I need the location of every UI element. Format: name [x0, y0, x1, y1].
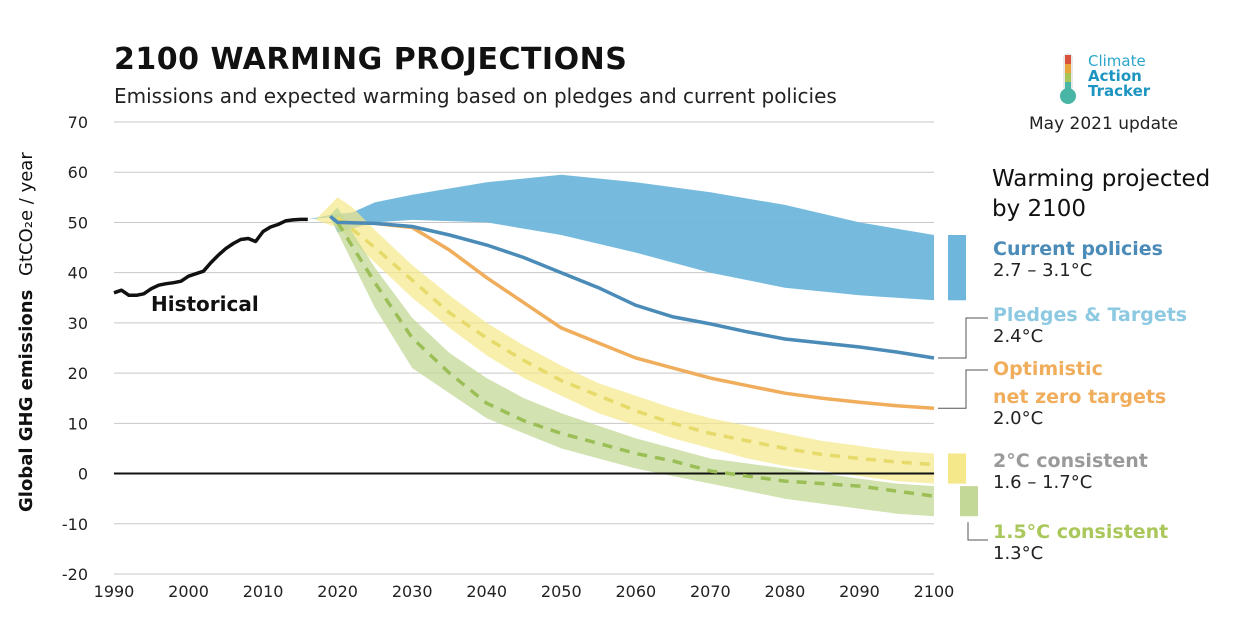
logo-line-3: Tracker [1088, 82, 1151, 100]
two-c-band [315, 197, 934, 484]
logo-wordmark: Climate Action Tracker [1088, 54, 1150, 99]
legend-optimistic-name-2: net zero targets [993, 386, 1167, 408]
y-tick-label: -10 [62, 515, 88, 534]
pledges-line [329, 215, 935, 360]
pledges-leader-line [938, 317, 988, 359]
y-tick-label: 70 [68, 113, 88, 132]
legend-current-policies-value: 2.7 – 3.1°C [993, 260, 1093, 281]
x-tick-label: 2050 [541, 582, 582, 601]
y-tick-label: 10 [68, 414, 88, 433]
thermometer-icon [1060, 53, 1076, 104]
x-tick-label: 2000 [168, 582, 209, 601]
legend-pledges: Pledges & Targets 2.4°C [993, 304, 1187, 347]
update-date: May 2021 update [1029, 114, 1179, 134]
x-tick-label: 2080 [765, 582, 806, 601]
legend-current-policies-name: Current policies [993, 238, 1163, 260]
legend-optimistic-value: 2.0°C [993, 408, 1044, 429]
current-policies-range-bar [948, 235, 966, 301]
y-tick-label: 40 [68, 264, 88, 283]
current-policies-band [307, 174, 934, 301]
one-five-c-range-bar [960, 486, 978, 517]
historical-line [113, 217, 308, 298]
y-tick-label: 20 [68, 364, 88, 383]
two-c-range-bar [948, 453, 966, 484]
legend-2c: 2°C consistent 1.6 – 1.7°C [993, 450, 1148, 493]
one-five-c-leader-line [967, 522, 988, 541]
y-tick-label: -20 [62, 565, 88, 584]
legend-pledges-name: Pledges & Targets [993, 304, 1188, 326]
x-tick-label: 2010 [243, 582, 284, 601]
y-tick-label: 30 [68, 314, 88, 333]
legend-marks [938, 235, 988, 541]
cat-logo: Climate Action Tracker [1054, 50, 1184, 110]
legend-1-5c-name: 1.5°C consistent [993, 521, 1169, 543]
y-tick-label: 60 [68, 163, 88, 182]
one-five-c-band [330, 207, 934, 517]
y-tick-label: 50 [68, 213, 88, 232]
x-tick-label: 1990 [94, 582, 135, 601]
two-c-median-line [336, 216, 935, 467]
optimistic-line [337, 220, 935, 411]
chart-title: 2100 WARMING PROJECTIONS [114, 42, 628, 77]
logo-line-2: Action [1088, 67, 1142, 85]
legend-1-5c: 1.5°C consistent 1.3°C [993, 521, 1168, 564]
x-tick-label: 2060 [615, 582, 656, 601]
one-five-c-median-line [336, 221, 935, 498]
legend-heading-text: Warming projected by 2100 [992, 166, 1211, 222]
legend-pledges-value: 2.4°C [993, 326, 1044, 347]
legend-heading: Warming projected by 2100 [992, 164, 1242, 224]
chart-subtitle: Emissions and expected warming based on … [114, 84, 837, 108]
y-tick-label: 0 [78, 465, 88, 484]
x-tick-label: 2070 [690, 582, 731, 601]
legend-1-5c-value: 1.3°C [993, 543, 1044, 564]
logo-line-1: Climate [1088, 52, 1146, 70]
legend-2c-value: 1.6 – 1.7°C [993, 472, 1093, 493]
legend-optimistic-name-1: Optimistic [993, 358, 1103, 380]
optimistic-leader-line [938, 369, 988, 409]
x-tick-label: 2030 [392, 582, 433, 601]
historical-annotation: Historical [151, 292, 259, 316]
legend-2c-name: 2°C consistent [993, 450, 1148, 472]
x-tick-label: 2040 [466, 582, 507, 601]
series-layer [113, 174, 935, 517]
x-tick-label: 2100 [914, 582, 955, 601]
x-tick-label: 2090 [839, 582, 880, 601]
legend-current-policies: Current policies 2.7 – 3.1°C [993, 238, 1163, 281]
x-tick-label: 2020 [317, 582, 358, 601]
legend-optimistic: Optimistic net zero targets 2.0°C [993, 358, 1166, 429]
